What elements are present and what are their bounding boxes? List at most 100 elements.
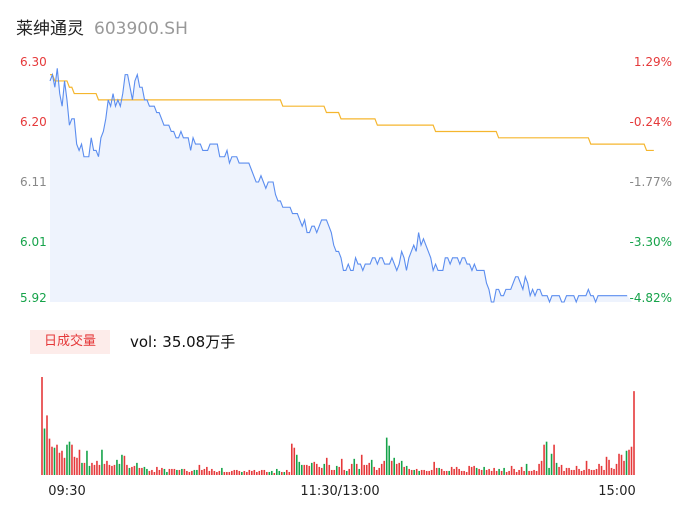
volume-bar — [191, 470, 193, 475]
volume-bar — [590, 469, 593, 475]
volume-bar — [143, 466, 146, 475]
volume-bar — [423, 469, 425, 475]
volume-bar — [256, 471, 258, 475]
volume-bar — [443, 470, 445, 475]
volume-bar — [605, 456, 608, 475]
y-right-tick-label: -3.30% — [630, 235, 672, 249]
volume-bar — [118, 463, 121, 475]
volume-bar — [395, 463, 398, 475]
volume-bar — [243, 470, 246, 475]
volume-bar — [121, 454, 123, 475]
volume-bar — [370, 459, 373, 475]
stock-code: 603900.SH — [94, 19, 188, 39]
y-left-tick-label: 6.30 — [20, 55, 47, 69]
price-line — [49, 68, 628, 304]
volume-bar — [598, 463, 600, 475]
volume-bar — [455, 466, 458, 475]
volume-value: 35.08万手 — [162, 333, 236, 351]
volume-bar — [271, 470, 273, 475]
volume-bar — [535, 470, 538, 475]
volume-bar — [305, 464, 308, 475]
volume-bar — [141, 467, 143, 475]
volume-bar — [276, 468, 278, 475]
volume-bar — [468, 465, 470, 475]
volume-bar — [595, 468, 598, 475]
volume-bar — [618, 453, 620, 475]
stock-name: 莱绅通灵 — [16, 19, 84, 39]
y-right-tick-label: -0.24% — [630, 115, 672, 129]
volume-bar — [600, 465, 603, 475]
volume-bar — [348, 468, 351, 475]
volume-bar — [81, 462, 83, 475]
volume-bar — [41, 377, 43, 475]
volume-bar — [373, 466, 376, 475]
volume-bar — [53, 447, 56, 475]
volume-bar — [133, 465, 136, 475]
volume-bar — [555, 462, 558, 475]
volume-bar — [93, 464, 96, 475]
volume-bar — [68, 441, 71, 475]
volume-bar — [163, 468, 166, 475]
volume-bar — [613, 468, 615, 475]
volume-bar — [228, 471, 231, 475]
volume-bar — [418, 470, 420, 475]
volume-bar — [375, 469, 378, 475]
volume-bar — [208, 470, 211, 475]
volume-bar — [513, 468, 515, 475]
volume-bar — [300, 464, 303, 475]
volume-bar — [585, 460, 588, 475]
volume-bar — [403, 466, 405, 475]
volume-bar — [470, 466, 473, 475]
volume-bar — [91, 462, 93, 475]
y-left-tick-label: 6.11 — [20, 175, 47, 189]
volume-bar — [483, 466, 485, 475]
volume-bar — [153, 471, 156, 475]
volume-bar — [46, 415, 48, 475]
volume-bar — [261, 469, 263, 475]
volume-bar — [353, 458, 356, 475]
volume-bar — [553, 444, 555, 475]
volume-bar — [83, 462, 86, 475]
volume-bar — [508, 470, 510, 475]
x-tick-label: 09:30 — [48, 484, 85, 499]
volume-bar — [61, 450, 63, 475]
volume-bar — [213, 470, 216, 475]
volume-bar — [178, 469, 181, 475]
volume-label: vol: — [130, 333, 158, 351]
volume-bar — [241, 471, 243, 475]
volume-bar — [528, 470, 530, 475]
volume-bar — [71, 444, 73, 475]
volume-bar — [58, 452, 61, 475]
volume-bar — [186, 470, 188, 475]
volume-bar — [615, 463, 618, 475]
volume-bar — [323, 463, 326, 475]
volume-bar — [266, 471, 268, 475]
volume-bar — [315, 463, 318, 475]
volume-bar — [108, 464, 111, 475]
volume-bar — [310, 462, 313, 475]
volume-bar — [575, 465, 578, 475]
volume-bar — [565, 467, 568, 475]
volume-bar — [623, 460, 625, 475]
volume-bar — [570, 469, 573, 475]
volume-bar — [273, 472, 276, 475]
volume-bar — [385, 437, 388, 475]
volume-bar — [458, 468, 460, 475]
volume-bar — [318, 466, 321, 475]
volume-bar — [290, 443, 293, 475]
volume-bar — [413, 469, 415, 475]
volume-bar — [378, 467, 381, 475]
daily-volume-tab[interactable]: 日成交量 — [30, 330, 110, 354]
stock-title: 莱绅通灵 603900.SH — [16, 14, 188, 39]
volume-bar — [355, 463, 358, 475]
volume-bar — [628, 449, 630, 475]
volume-bar — [231, 470, 233, 475]
volume-bar — [173, 468, 176, 475]
volume-bar — [138, 467, 141, 475]
y-right-tick-label: 1.29% — [634, 55, 672, 69]
volume-bar — [86, 450, 88, 475]
volume-bar — [363, 464, 366, 475]
volume-bar — [405, 465, 408, 475]
volume-bar — [450, 466, 453, 475]
